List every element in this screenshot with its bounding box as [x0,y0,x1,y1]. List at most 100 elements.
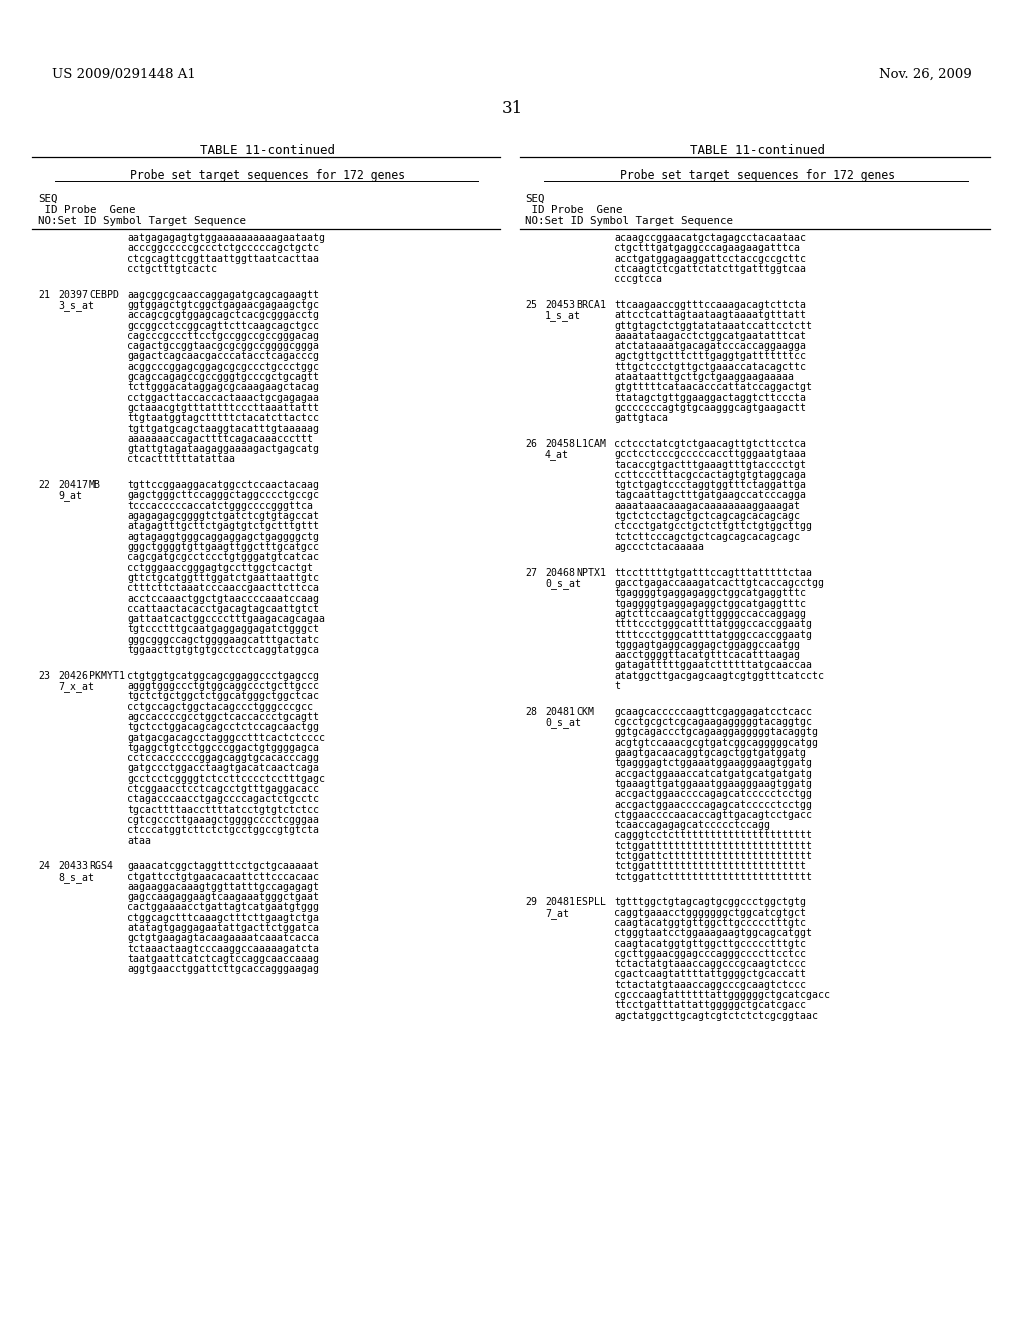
Text: US 2009/0291448 A1: US 2009/0291448 A1 [52,69,196,81]
Text: attcctcattagtaataagtaaaatgtttatt: attcctcattagtaataagtaaaatgtttatt [614,310,806,321]
Text: ggtgcagaccctgcagaaggagggggtacaggtg: ggtgcagaccctgcagaaggagggggtacaggtg [614,727,818,738]
Text: Probe set target sequences for 172 genes: Probe set target sequences for 172 genes [129,169,404,182]
Text: 25: 25 [525,300,537,310]
Text: ID Probe  Gene: ID Probe Gene [525,205,623,215]
Text: TABLE 11-continued: TABLE 11-continued [689,144,824,157]
Text: ctgattcctgtgaacacaattcttcccacaac: ctgattcctgtgaacacaattcttcccacaac [127,871,319,882]
Text: tgggagtgaggcaggagctggaggccaatgg: tgggagtgaggcaggagctggaggccaatgg [614,640,800,649]
Text: ttttccctgggcattttatgggccaccggaatg: ttttccctgggcattttatgggccaccggaatg [614,630,812,640]
Text: cctgccagctggctacagccctgggcccgcc: cctgccagctggctacagccctgggcccgcc [127,702,313,711]
Text: 9_at: 9_at [58,491,82,502]
Text: ttatagctgttggaaggactaggtcttcccta: ttatagctgttggaaggactaggtcttcccta [614,392,806,403]
Text: tctactatgtaaaccaggcccgcaagtctccc: tctactatgtaaaccaggcccgcaagtctccc [614,979,806,990]
Text: tcttgggacataggagcgcaaagaagctacag: tcttgggacataggagcgcaaagaagctacag [127,383,319,392]
Text: gtgtttttcataacacccattatccaggactgt: gtgtttttcataacacccattatccaggactgt [614,383,812,392]
Text: caagtacatggtgttggcttgccccctttgtc: caagtacatggtgttggcttgccccctttgtc [614,939,806,949]
Text: NO:Set ID Symbol Target Sequence: NO:Set ID Symbol Target Sequence [525,216,733,226]
Text: aatgagagagtgtggaaaaaaaaaagaataatg: aatgagagagtgtggaaaaaaaaaagaataatg [127,234,325,243]
Text: t: t [614,681,620,692]
Text: ttcctgatttattattgggggctgcatcgacc: ttcctgatttattattgggggctgcatcgacc [614,1001,806,1010]
Text: atctataaaatgacagatcccaccaggaagga: atctataaaatgacagatcccaccaggaagga [614,341,806,351]
Text: tctggattttttttttttttttttttttttttt: tctggattttttttttttttttttttttttttt [614,841,812,850]
Text: tgttccggaaggacatggcctccaactacaag: tgttccggaaggacatggcctccaactacaag [127,480,319,490]
Text: aggtgaacctggattcttgcaccagggaagag: aggtgaacctggattcttgcaccagggaagag [127,965,319,974]
Text: 20433: 20433 [58,861,88,871]
Text: gggctggggtgttgaagttggctttgcatgcc: gggctggggtgttgaagttggctttgcatgcc [127,543,319,552]
Text: RGS4: RGS4 [89,861,113,871]
Text: cctgctttgtcactc: cctgctttgtcactc [127,264,217,275]
Text: 0_s_at: 0_s_at [545,578,581,589]
Text: accgactggaaaccatcatgatgcatgatgatg: accgactggaaaccatcatgatgcatgatgatg [614,768,812,779]
Text: ctgtggtgcatggcagcggaggccctgagccg: ctgtggtgcatggcagcggaggccctgagccg [127,671,319,681]
Text: tgcacttttaaccttttatcctgtgtctctcc: tgcacttttaaccttttatcctgtgtctctcc [127,805,319,814]
Text: agagagagcggggtctgatctcgtgtagccat: agagagagcggggtctgatctcgtgtagccat [127,511,319,521]
Text: Probe set target sequences for 172 genes: Probe set target sequences for 172 genes [620,169,895,182]
Text: acctgatggagaaggattcctaccgccgcttc: acctgatggagaaggattcctaccgccgcttc [614,253,806,264]
Text: ctttcttctaaatcccaaccgaacttcttcca: ctttcttctaaatcccaaccgaacttcttcca [127,583,319,593]
Text: atagagtttgcttctgagtgtctgctttgttt: atagagtttgcttctgagtgtctgctttgttt [127,521,319,532]
Text: gcctcctcggggtctccttcccctcctttgagc: gcctcctcggggtctccttcccctcctttgagc [127,774,325,784]
Text: tgtctgagtccctaggtggtttctaggattga: tgtctgagtccctaggtggtttctaggattga [614,480,806,490]
Text: gacctgagaccaaagatcacttgtcaccagcctgg: gacctgagaccaaagatcacttgtcaccagcctgg [614,578,824,587]
Text: 20426: 20426 [58,671,88,681]
Text: 31: 31 [502,100,522,117]
Text: ataataatttgcttgctgaaggaagaaaaa: ataataatttgcttgctgaaggaagaaaaa [614,372,794,381]
Text: ttcaagaaccggtttccaaagacagtcttcta: ttcaagaaccggtttccaaagacagtcttcta [614,300,806,310]
Text: gcaagcacccccaagttcgaggagatcctcacc: gcaagcacccccaagttcgaggagatcctcacc [614,706,812,717]
Text: 24: 24 [38,861,50,871]
Text: cctccctatcgtctgaacagttgtcttcctca: cctccctatcgtctgaacagttgtcttcctca [614,440,806,449]
Text: NO:Set ID Symbol Target Sequence: NO:Set ID Symbol Target Sequence [38,216,246,226]
Text: 7_x_at: 7_x_at [58,681,94,692]
Text: cgcccaagtattttttattggggggctgcatcgacc: cgcccaagtattttttattggggggctgcatcgacc [614,990,830,1001]
Text: tcccacccccaccatctgggccccgggttca: tcccacccccaccatctgggccccgggttca [127,500,313,511]
Text: L1CAM: L1CAM [575,440,606,449]
Text: gaaacatcggctaggtttcctgctgcaaaaat: gaaacatcggctaggtttcctgctgcaaaaat [127,861,319,871]
Text: 20453: 20453 [545,300,575,310]
Text: gatgccctggacctaagtgacatcaactcaga: gatgccctggacctaagtgacatcaactcaga [127,763,319,774]
Text: cactggaaaacctgattagtcatgaatgtggg: cactggaaaacctgattagtcatgaatgtggg [127,903,319,912]
Text: ctgctttgatgaggcccagaagaagatttca: ctgctttgatgaggcccagaagaagatttca [614,243,800,253]
Text: 22: 22 [38,480,50,490]
Text: gattgtaca: gattgtaca [614,413,668,424]
Text: tgttgatgcagctaaggtacatttgtaaaaag: tgttgatgcagctaaggtacatttgtaaaaag [127,424,319,433]
Text: cccgtcca: cccgtcca [614,275,662,284]
Text: ctcggaacctcctcagcctgtttgaggacacc: ctcggaacctcctcagcctgtttgaggacacc [127,784,319,795]
Text: ctagacccaacctgagccccagactctgcctc: ctagacccaacctgagccccagactctgcctc [127,795,319,804]
Text: tctggattctttttttttttttttttttttttt: tctggattctttttttttttttttttttttttt [614,851,812,861]
Text: tgagggagtctggaaatggaagggaagtggatg: tgagggagtctggaaatggaagggaagtggatg [614,758,812,768]
Text: gcagccagagccgccgggtgcccgctgcagtt: gcagccagagccgccgggtgcccgctgcagtt [127,372,319,381]
Text: ctcacttttttatattaa: ctcacttttttatattaa [127,454,234,465]
Text: gatagatttttggaatcttttttatgcaaccaa: gatagatttttggaatcttttttatgcaaccaa [614,660,812,671]
Text: 26: 26 [525,440,537,449]
Text: taatgaattcatctcagtccaggcaaccaaag: taatgaattcatctcagtccaggcaaccaaag [127,954,319,964]
Text: cctccaccccccggagcaggtgcacacccagg: cctccaccccccggagcaggtgcacacccagg [127,754,319,763]
Text: 27: 27 [525,568,537,578]
Text: gagactcagcaacgacccatacctcagacccg: gagactcagcaacgacccatacctcagacccg [127,351,319,362]
Text: 21: 21 [38,289,50,300]
Text: tgaaagttgatggaaatggaagggaagtggatg: tgaaagttgatggaaatggaagggaagtggatg [614,779,812,789]
Text: tctactatgtaaaccaggcccgcaagtctccc: tctactatgtaaaccaggcccgcaagtctccc [614,960,806,969]
Text: ataa: ataa [127,836,151,846]
Text: acgtgtccaaacgcgtgatcggcagggggcatgg: acgtgtccaaacgcgtgatcggcagggggcatgg [614,738,818,747]
Text: acaagccggaacatgctagagcctacaataac: acaagccggaacatgctagagcctacaataac [614,234,806,243]
Text: tttgctccctgttgctgaaaccatacagcttc: tttgctccctgttgctgaaaccatacagcttc [614,362,806,372]
Text: ttcctttttgtgatttccagtttatttttctaa: ttcctttttgtgatttccagtttatttttctaa [614,568,812,578]
Text: ccattaactacacctgacagtagcaattgtct: ccattaactacacctgacagtagcaattgtct [127,603,319,614]
Text: aacctggggttacatgtttcacatttaagag: aacctggggttacatgtttcacatttaagag [614,651,800,660]
Text: tgctctcctagctgctcagcagcacagcagc: tgctctcctagctgctcagcagcacagcagc [614,511,800,521]
Text: 20481: 20481 [545,898,575,907]
Text: ctcccatggtcttctctgcctggccgtgtcta: ctcccatggtcttctctgcctggccgtgtcta [127,825,319,836]
Text: gccggcctccggcagttcttcaagcagctgcc: gccggcctccggcagttcttcaagcagctgcc [127,321,319,330]
Text: gttgtagctctggtatataaatccattcctctt: gttgtagctctggtatataaatccattcctctt [614,321,812,330]
Text: aaaaaaaccagacttttcagacaaacccttt: aaaaaaaccagacttttcagacaaacccttt [127,434,313,444]
Text: ctggcagctttcaaagctttcttgaagtctga: ctggcagctttcaaagctttcttgaagtctga [127,913,319,923]
Text: tagcaattagctttgatgaagccatcccagga: tagcaattagctttgatgaagccatcccagga [614,491,806,500]
Text: agccaccccgcctggctcaccaccctgcagtt: agccaccccgcctggctcaccaccctgcagtt [127,711,319,722]
Text: acctccaaactggctgtaaccccaaatccaag: acctccaaactggctgtaaccccaaatccaag [127,594,319,603]
Text: aaaatataagacctctggcatgaatatttcat: aaaatataagacctctggcatgaatatttcat [614,331,806,341]
Text: ttttccctgggcattttatgggccaccggaatg: ttttccctgggcattttatgggccaccggaatg [614,619,812,630]
Text: ctcaagtctcgattctatcttgatttggtcaa: ctcaagtctcgattctatcttgatttggtcaa [614,264,806,275]
Text: cctggacttaccaccactaaactgcgagagaa: cctggacttaccaccactaaactgcgagagaa [127,392,319,403]
Text: cgtcgcccttgaaagctggggcccctcgggaa: cgtcgcccttgaaagctggggcccctcgggaa [127,814,319,825]
Text: 8_s_at: 8_s_at [58,871,94,883]
